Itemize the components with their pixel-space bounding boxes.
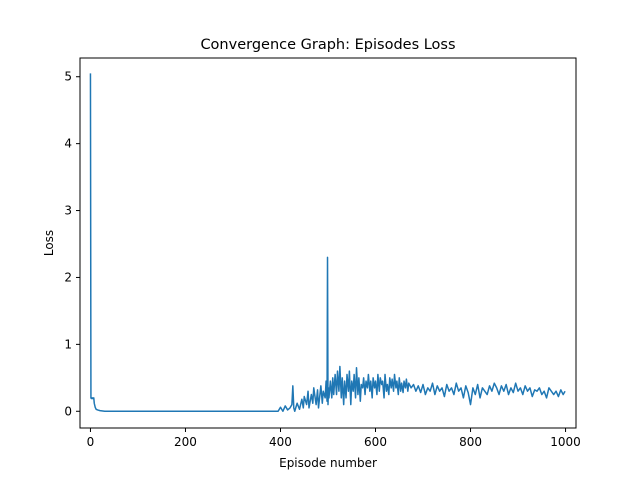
y-axis-label: Loss [42, 230, 56, 256]
y-tick-label: 4 [64, 137, 72, 151]
chart-title: Convergence Graph: Episodes Loss [200, 37, 455, 53]
x-tick-label: 1000 [550, 435, 581, 449]
x-tick-label: 200 [174, 435, 197, 449]
y-tick-label: 0 [64, 404, 72, 418]
y-axis: 0 1 2 3 4 5 [64, 70, 80, 418]
y-tick-label: 3 [64, 204, 72, 218]
x-tick-label: 0 [87, 435, 95, 449]
series-layer [89, 73, 566, 413]
x-tick-label: 800 [459, 435, 482, 449]
series-line-0 [89, 73, 566, 413]
x-axis-label: Episode number [279, 456, 377, 470]
plot-area-frame [79, 57, 577, 429]
y-tick-label: 2 [64, 270, 72, 284]
x-tick-label: 600 [364, 435, 387, 449]
y-tick-label: 1 [64, 337, 72, 351]
x-tick-label: 400 [269, 435, 292, 449]
y-tick-label: 5 [64, 70, 72, 84]
x-axis: 0 200 400 600 800 1000 [87, 428, 581, 449]
